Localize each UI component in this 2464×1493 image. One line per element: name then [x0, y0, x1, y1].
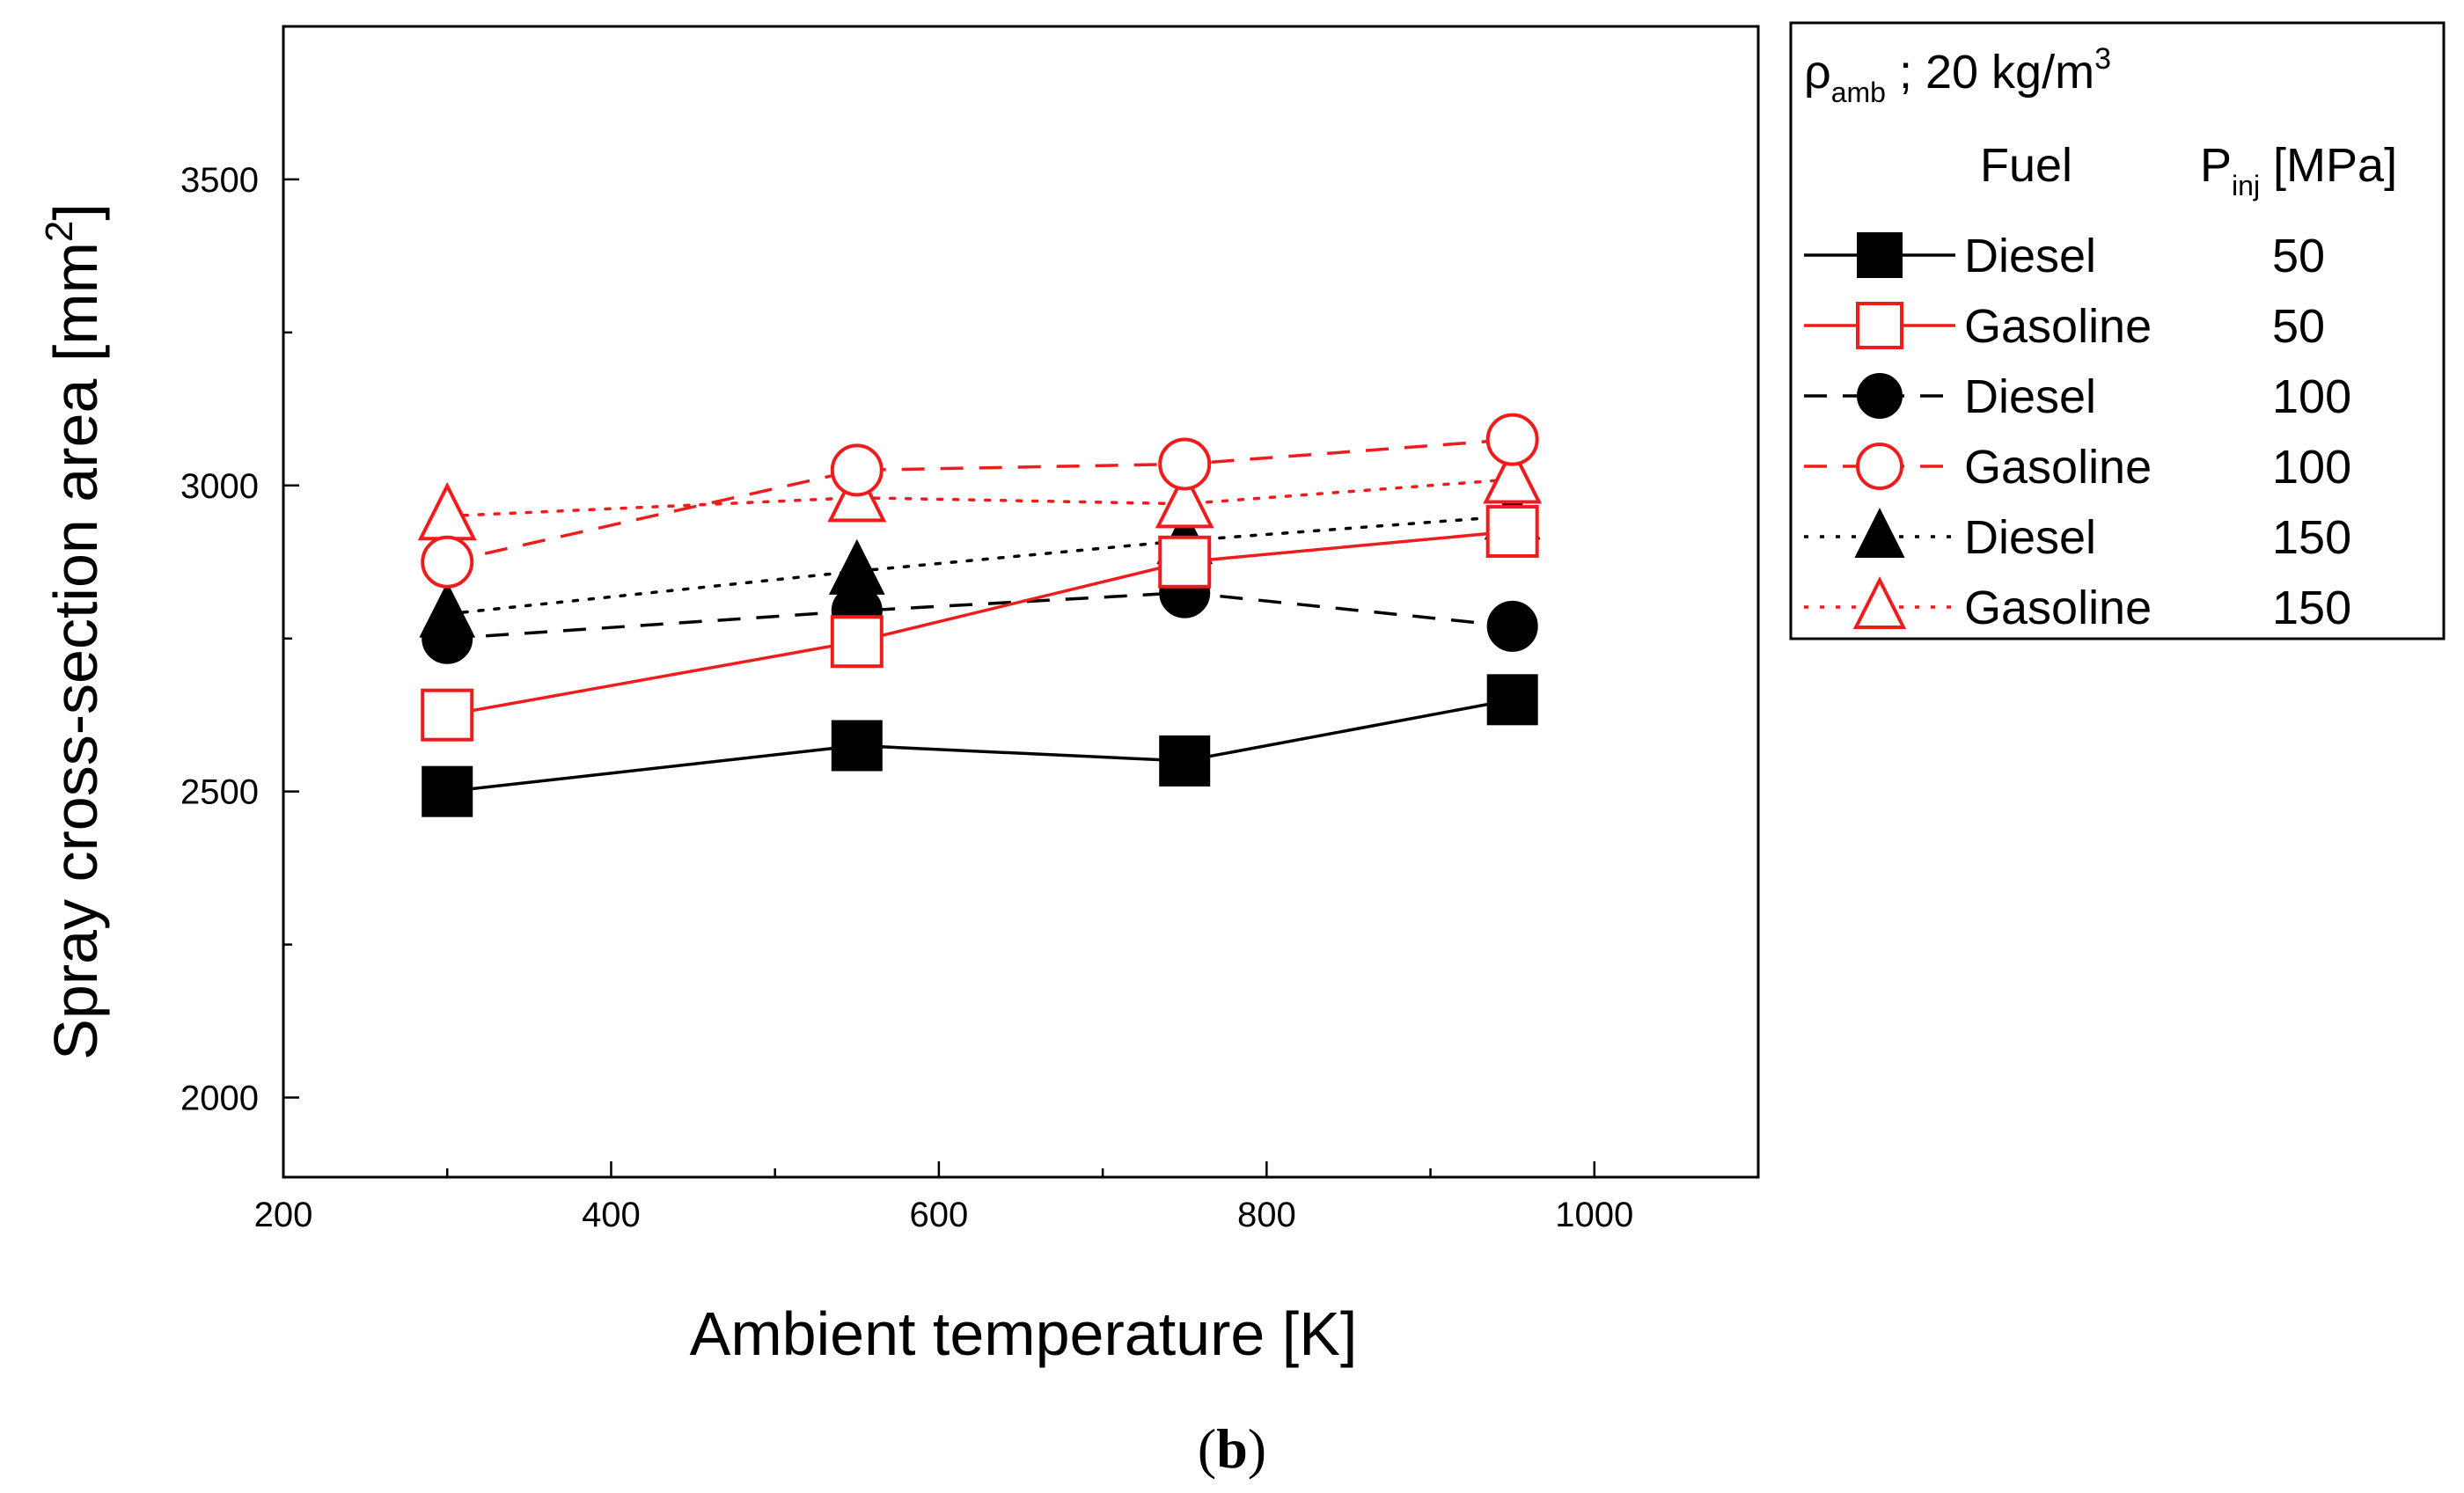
- legend-marker: [1854, 508, 1905, 558]
- legend: ρamb ; 20 kg/m3 Fuel Pinj [MPa] Diesel 50…: [1789, 21, 2446, 640]
- x-tick-label: 1000: [1555, 1196, 1633, 1234]
- series-line-diesel-100: [447, 590, 1513, 640]
- data-point-gasoline-100: [830, 443, 884, 497]
- legend-fuel: Gasoline: [1964, 582, 2152, 634]
- legend-density: ρamb ; 20 kg/m3: [1804, 42, 2111, 108]
- y-tick-label: 3000: [180, 467, 259, 506]
- x-tick-label: 200: [254, 1196, 313, 1234]
- data-point-gasoline-150: [417, 481, 477, 541]
- data-point-gasoline-100: [1158, 437, 1212, 491]
- y-tick-label: 2000: [180, 1079, 259, 1118]
- series-line-gasoline-100: [446, 437, 1513, 564]
- legend-rows: Diesel 50 Gasoline 50 Diesel 100 Gasoline 100 Di…: [1804, 230, 2351, 634]
- data-point-diesel-50: [1159, 735, 1211, 787]
- series-line-gasoline-50: [446, 530, 1513, 717]
- x-axis-title: Ambient temperature [K]: [690, 1299, 1358, 1368]
- legend-pinj-header: Pinj [MPa]: [2200, 139, 2397, 201]
- data-point-gasoline-100: [421, 535, 474, 589]
- legend-pinj: 150: [2272, 582, 2351, 634]
- series-line-diesel-150: [445, 514, 1514, 616]
- y-axis-title: Spray cross-section area [mm2]: [38, 203, 110, 1060]
- legend-pinj: 50: [2272, 230, 2325, 282]
- data-point-gasoline-150: [1155, 469, 1214, 529]
- data-point-diesel-50: [831, 720, 883, 772]
- x-tick-label: 800: [1237, 1196, 1296, 1234]
- legend-pinj: 100: [2272, 370, 2351, 423]
- data-point-gasoline-150: [1483, 445, 1543, 504]
- data-point-diesel-50: [1486, 674, 1538, 726]
- data-point-diesel-100: [422, 612, 473, 664]
- data-point-gasoline-50: [1485, 504, 1539, 558]
- data-point-diesel-50: [422, 765, 473, 817]
- legend-fuel: Diesel: [1964, 370, 2096, 423]
- series-line-gasoline-150: [445, 478, 1514, 518]
- data-point-gasoline-50: [830, 615, 884, 669]
- legend-marker: [1857, 373, 1903, 419]
- legend-fuel: Diesel: [1964, 230, 2096, 282]
- x-tick-label: 600: [910, 1196, 969, 1234]
- legend-marker: [1856, 443, 1903, 490]
- legend-pinj: 150: [2272, 511, 2351, 564]
- legend-fuel: Diesel: [1964, 511, 2096, 564]
- data-point-gasoline-100: [1485, 413, 1539, 466]
- legend-fuel-header: Fuel: [1980, 139, 2072, 192]
- legend-pinj: 50: [2272, 300, 2325, 353]
- series-line-diesel-50: [447, 698, 1513, 794]
- legend-marker: [1856, 302, 1903, 349]
- legend-marker: [1857, 232, 1903, 278]
- y-tick-label: 3500: [180, 161, 259, 200]
- data-point-gasoline-50: [1158, 535, 1212, 589]
- legend-fuel: Gasoline: [1964, 441, 2152, 494]
- legend-marker: [1852, 575, 1907, 629]
- axes: 200 400 600 800 1000 2000 2500 3000 3500: [180, 25, 1760, 1234]
- series-markers: [417, 413, 1543, 817]
- data-point-gasoline-50: [421, 688, 474, 742]
- data-point-diesel-100: [1486, 600, 1538, 652]
- x-tick-label: 400: [582, 1196, 641, 1234]
- figure-caption: (b): [1198, 1417, 1266, 1480]
- plot-frame: [282, 25, 1760, 1179]
- y-tick-label: 2500: [180, 773, 259, 812]
- legend-pinj: 100: [2272, 441, 2351, 494]
- legend-fuel: Gasoline: [1964, 300, 2152, 353]
- series-lines: [445, 437, 1514, 794]
